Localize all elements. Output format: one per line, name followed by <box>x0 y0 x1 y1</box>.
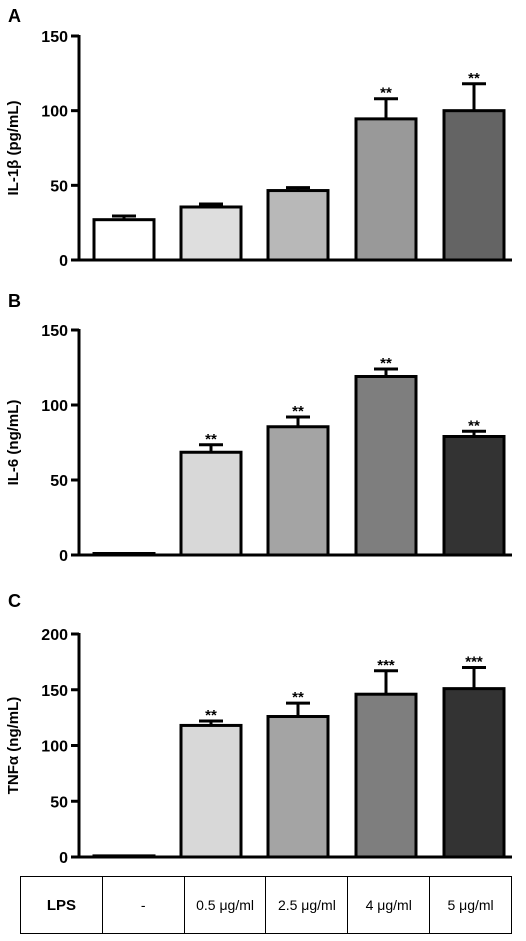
y-axis-label: IL-6 (ng/mL) <box>5 400 22 486</box>
panel-label: B <box>8 291 21 311</box>
significance-label: ** <box>205 431 217 448</box>
chart-panel-b: B IL-6 (ng/mL) 0 50 100 150 ** ** ** ** <box>5 291 512 565</box>
panel-label: A <box>8 6 21 26</box>
bar <box>354 692 418 859</box>
y-tick-label: 150 <box>41 683 68 700</box>
lps-cell-dose-4: 5 μg/ml <box>429 876 512 934</box>
chart-panel-a: A IL-1β (pg/mL) 0 50 100 150 ** ** <box>5 6 512 270</box>
lps-cell-control: - <box>101 876 185 934</box>
lps-cell-dose-2: 2.5 μg/ml <box>265 876 349 934</box>
bar <box>266 715 330 859</box>
lps-table: LPS - 0.5 μg/ml 2.5 μg/ml 4 μg/ml 5 μg/m… <box>20 876 512 934</box>
y-tick-label: 50 <box>50 473 68 490</box>
significance-label: *** <box>465 653 483 670</box>
lps-table-row: LPS - 0.5 μg/ml 2.5 μg/ml 4 μg/ml 5 μg/m… <box>20 876 512 934</box>
y-axis-label: IL-1β (pg/mL) <box>5 101 22 196</box>
bar <box>92 552 156 557</box>
y-tick-label: 100 <box>41 104 68 121</box>
y-tick-label: 0 <box>59 548 68 565</box>
figure-chart-panels: A IL-1β (pg/mL) 0 50 100 150 ** ** B IL-6 (ng/mL)… <box>5 6 512 867</box>
bar <box>266 425 330 557</box>
bar <box>354 375 418 557</box>
bar <box>92 218 156 262</box>
y-tick-label: 200 <box>41 627 68 644</box>
bar <box>354 117 418 262</box>
y-axis-label: TNFα (ng/mL) <box>5 697 22 795</box>
y-tick-label: 0 <box>59 850 68 867</box>
y-tick-label: 0 <box>59 253 68 270</box>
bar <box>179 723 243 859</box>
significance-label: ** <box>380 355 392 372</box>
y-tick-label: 100 <box>41 739 68 756</box>
y-tick-label: 50 <box>50 178 68 195</box>
bar <box>179 205 243 262</box>
bar <box>92 854 156 859</box>
bar <box>179 450 243 557</box>
bar <box>442 435 506 557</box>
bar <box>266 189 330 262</box>
y-tick-label: 50 <box>50 794 68 811</box>
panel-label: C <box>8 591 21 611</box>
bar <box>442 109 506 262</box>
y-tick-label: 150 <box>41 29 68 46</box>
significance-label: ** <box>205 707 217 724</box>
significance-label: ** <box>380 85 392 102</box>
significance-label: ** <box>468 417 480 434</box>
bar <box>442 687 506 859</box>
significance-label: ** <box>292 689 304 706</box>
y-tick-label: 150 <box>41 323 68 340</box>
lps-cell-dose-1: 0.5 μg/ml <box>183 876 267 934</box>
lps-row-label: LPS <box>20 876 103 934</box>
significance-label: ** <box>468 70 480 87</box>
significance-label: ** <box>292 403 304 420</box>
significance-label: *** <box>377 657 395 674</box>
lps-cell-dose-3: 4 μg/ml <box>347 876 431 934</box>
y-tick-label: 100 <box>41 398 68 415</box>
